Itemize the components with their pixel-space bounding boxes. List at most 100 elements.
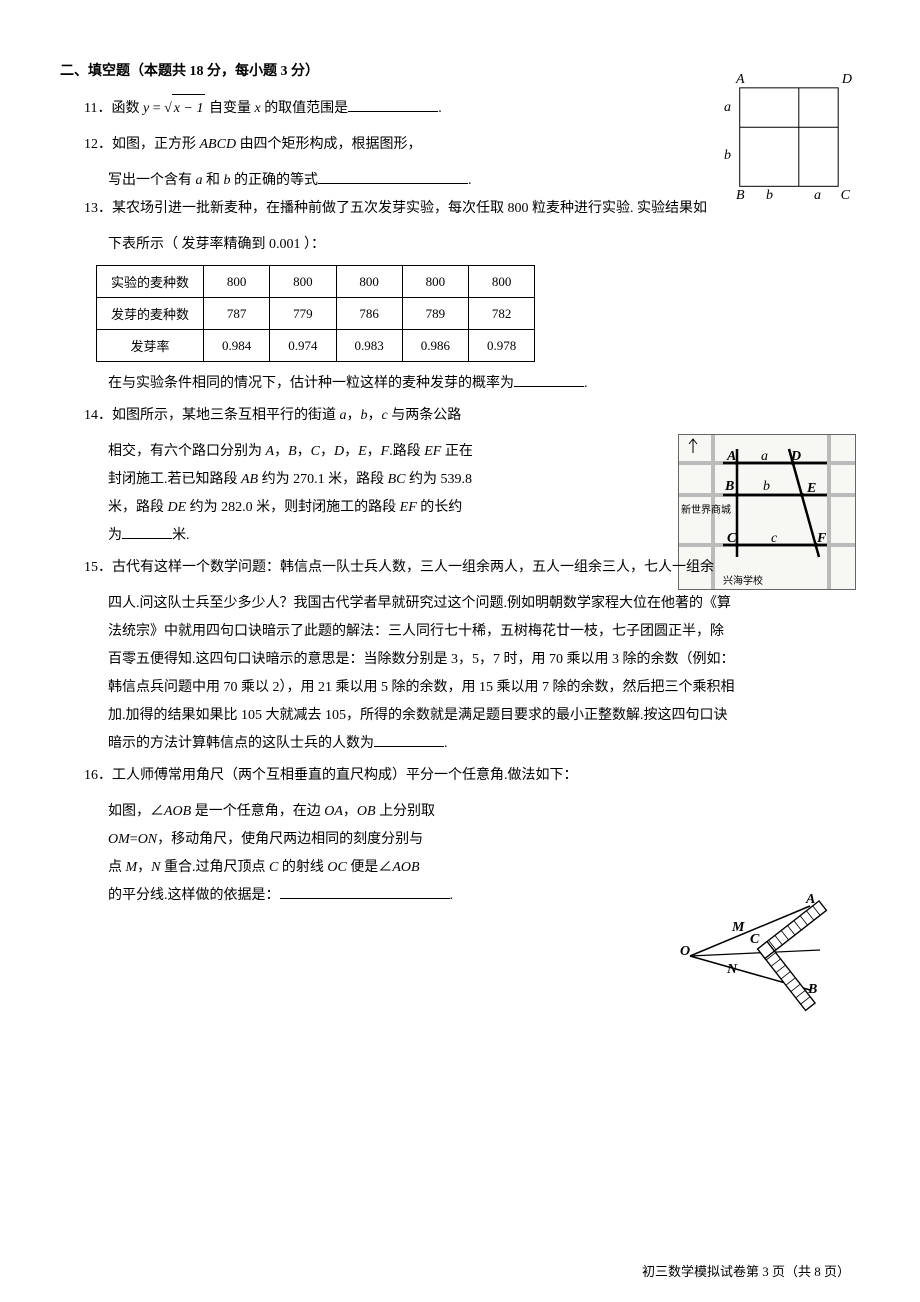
fig-label-D: D <box>842 72 852 88</box>
q16-blank <box>280 884 450 899</box>
question-12: 12．如图，正方形 ABCD 由四个矩形构成，根据图形， <box>84 131 860 159</box>
table-cell: 0.978 <box>469 330 535 362</box>
table-cell: 800 <box>336 266 402 298</box>
table-cell: 0.986 <box>402 330 468 362</box>
table-cell: 787 <box>204 298 270 330</box>
table-cell: 0.974 <box>270 330 336 362</box>
q14-B: B <box>288 444 297 459</box>
q15-l1: 古代有这样一个数学问题：韩信点一队士兵人数，三人一组余两人，五人一组余三人，七人… <box>112 560 714 575</box>
figure-angle-ruler: O A B M N C <box>670 884 830 1014</box>
q16-line3: OM=ON，移动角尺，使角尺两边相同的刻度分别与 <box>108 826 538 854</box>
table-row-label: 发芽的麦种数 <box>97 298 204 330</box>
map-C: C <box>727 531 736 547</box>
table-row-label: 发芽率 <box>97 330 204 362</box>
q11-radicand: x − 1 <box>172 94 206 123</box>
q14-c2: ， <box>368 408 382 423</box>
fig16-B: B <box>808 982 817 998</box>
q15-l6: 加.加得的结果如果比 105 大就减去 105，所得的余数就是满足题目要求的最小… <box>108 702 860 730</box>
q12-l2b: 的正确的等式 <box>231 173 319 188</box>
map-c: c <box>771 531 777 547</box>
q14-l2a: 相交，有六个路口分别为 <box>108 444 266 459</box>
map-A: A <box>727 449 736 465</box>
q16-ON: ON <box>138 832 157 847</box>
fig16-O: O <box>680 944 690 960</box>
q12-l1a: 如图，正方形 <box>112 137 200 152</box>
q15-l5: 韩信点兵问题中用 70 乘以 2），用 21 乘以用 5 除的余数，用 15 乘… <box>108 674 860 702</box>
map-b: b <box>763 479 770 495</box>
q14-l3b: 约为 270.1 米，路段 <box>258 472 388 487</box>
fig16-C: C <box>750 932 759 948</box>
question-15: 15．古代有这样一个数学问题：韩信点一队士兵人数，三人一组余两人，五人一组余三人… <box>84 554 860 582</box>
table-cell: 800 <box>469 266 535 298</box>
q16-period: . <box>450 888 454 903</box>
q16-OB: OB <box>357 804 376 819</box>
q16-l5a: 的平分线.这样做的依据是： <box>108 888 280 903</box>
q14-line3: 封闭施工.若已知路段 AB 约为 270.1 米，路段 BC 约为 539.8 <box>108 466 558 494</box>
q16-line4: 点 M，N 重合.过角尺顶点 C 的射线 OC 便是∠AOB <box>108 854 538 882</box>
q13-text2: 下表所示（ 发芽率精确到 0.001 ）： <box>108 231 860 259</box>
q16-line5: 的平分线.这样做的依据是：. <box>108 882 538 910</box>
map-mall-label: 新世界商城 <box>681 501 731 516</box>
table-row-label: 实验的麦种数 <box>97 266 204 298</box>
q16-l4b: 重合.过角尺顶点 <box>161 860 270 875</box>
q16-eq: = <box>130 832 138 847</box>
q12-abcd: ABCD <box>200 137 237 152</box>
q16-M: M <box>126 860 138 875</box>
q11-suffix: 的取值范围是 <box>261 101 349 116</box>
q11-num: 11． <box>84 101 111 116</box>
table-cell: 800 <box>402 266 468 298</box>
fig16-N: N <box>727 962 737 978</box>
q13-period: . <box>584 376 588 391</box>
table-cell: 0.983 <box>336 330 402 362</box>
q15-num: 15． <box>84 560 112 575</box>
fig-label-A: A <box>736 72 745 88</box>
q16-l4c: 的射线 <box>278 860 327 875</box>
q14-l1a: 如图所示，某地三条互相平行的街道 <box>112 408 340 423</box>
q12-and: 和 <box>203 173 224 188</box>
map-a: a <box>761 449 768 465</box>
q14-l2b: .路段 <box>389 444 424 459</box>
table-cell: 779 <box>270 298 336 330</box>
q15-l4: 百零五便得知.这四句口诀暗示的意思是：当除数分别是 3，5，7 时，用 70 乘… <box>108 646 860 674</box>
q12-l2a: 写出一个含有 <box>108 173 196 188</box>
sqrt-icon: √x − 1 <box>164 94 205 123</box>
q16-Cpt: C <box>269 860 278 875</box>
q15-l3: 法统宗》中就用四句口诀暗示了此题的解法：三人同行七十稀，五树梅花廿一枝，七子团圆… <box>108 618 860 646</box>
map-B: B <box>725 479 734 495</box>
q16-l3b: ，移动角尺，使角尺两边相同的刻度分别与 <box>157 832 423 847</box>
q14-line2: 相交，有六个路口分别为 A，B，C，D，E，F.路段 EF 正在 <box>108 438 558 466</box>
q14-l3a: 封闭施工.若已知路段 <box>108 472 241 487</box>
q11-eq: = <box>149 101 164 116</box>
q14-l4a: 米，路段 <box>108 500 168 515</box>
q14-l4c: 的长约 <box>417 500 463 515</box>
q14-DE: DE <box>168 500 187 515</box>
q15-period: . <box>444 736 448 751</box>
q16-N: N <box>151 860 160 875</box>
question-11: 11．函数 y = √x − 1 自变量 x 的取值范围是. <box>84 94 860 123</box>
question-16: 16．工人师傅常用角尺（两个互相垂直的直尺构成）平分一个任意角.做法如下： <box>84 762 860 790</box>
q11-period: . <box>438 101 442 116</box>
q13-num: 13． <box>84 201 112 216</box>
q16-num: 16． <box>84 768 112 783</box>
q14-l4b: 约为 282.0 米，则封闭施工的路段 <box>186 500 400 515</box>
table-cell: 800 <box>270 266 336 298</box>
q14-a: a <box>340 408 347 423</box>
q14-E: E <box>358 444 367 459</box>
q15-blank <box>374 732 444 747</box>
q16-l1: 工人师傅常用角尺（两个互相垂直的直尺构成）平分一个任意角.做法如下： <box>112 768 578 783</box>
q15-l2: 四人.问这队士兵至少多少人？我国古代学者早就研究过这个问题.例如明朝数学家程大位… <box>108 590 860 618</box>
q16-OA: OA <box>324 804 343 819</box>
q16-OC: OC <box>327 860 346 875</box>
map-E: E <box>807 481 816 497</box>
q12-num: 12． <box>84 137 112 152</box>
q14-l1b: 与两条公路 <box>388 408 462 423</box>
table-cell: 786 <box>336 298 402 330</box>
q11-prefix: 函数 <box>111 101 143 116</box>
q16-l2a: 如图，∠ <box>108 804 164 819</box>
table-cell: 782 <box>469 298 535 330</box>
q13-table: 实验的麦种数 800 800 800 800 800 发芽的麦种数 787 77… <box>96 265 535 362</box>
q14-l3c: 约为 539.8 <box>406 472 473 487</box>
q14-F: F <box>381 444 390 459</box>
map-F: F <box>817 531 826 547</box>
q14-num: 14． <box>84 408 112 423</box>
